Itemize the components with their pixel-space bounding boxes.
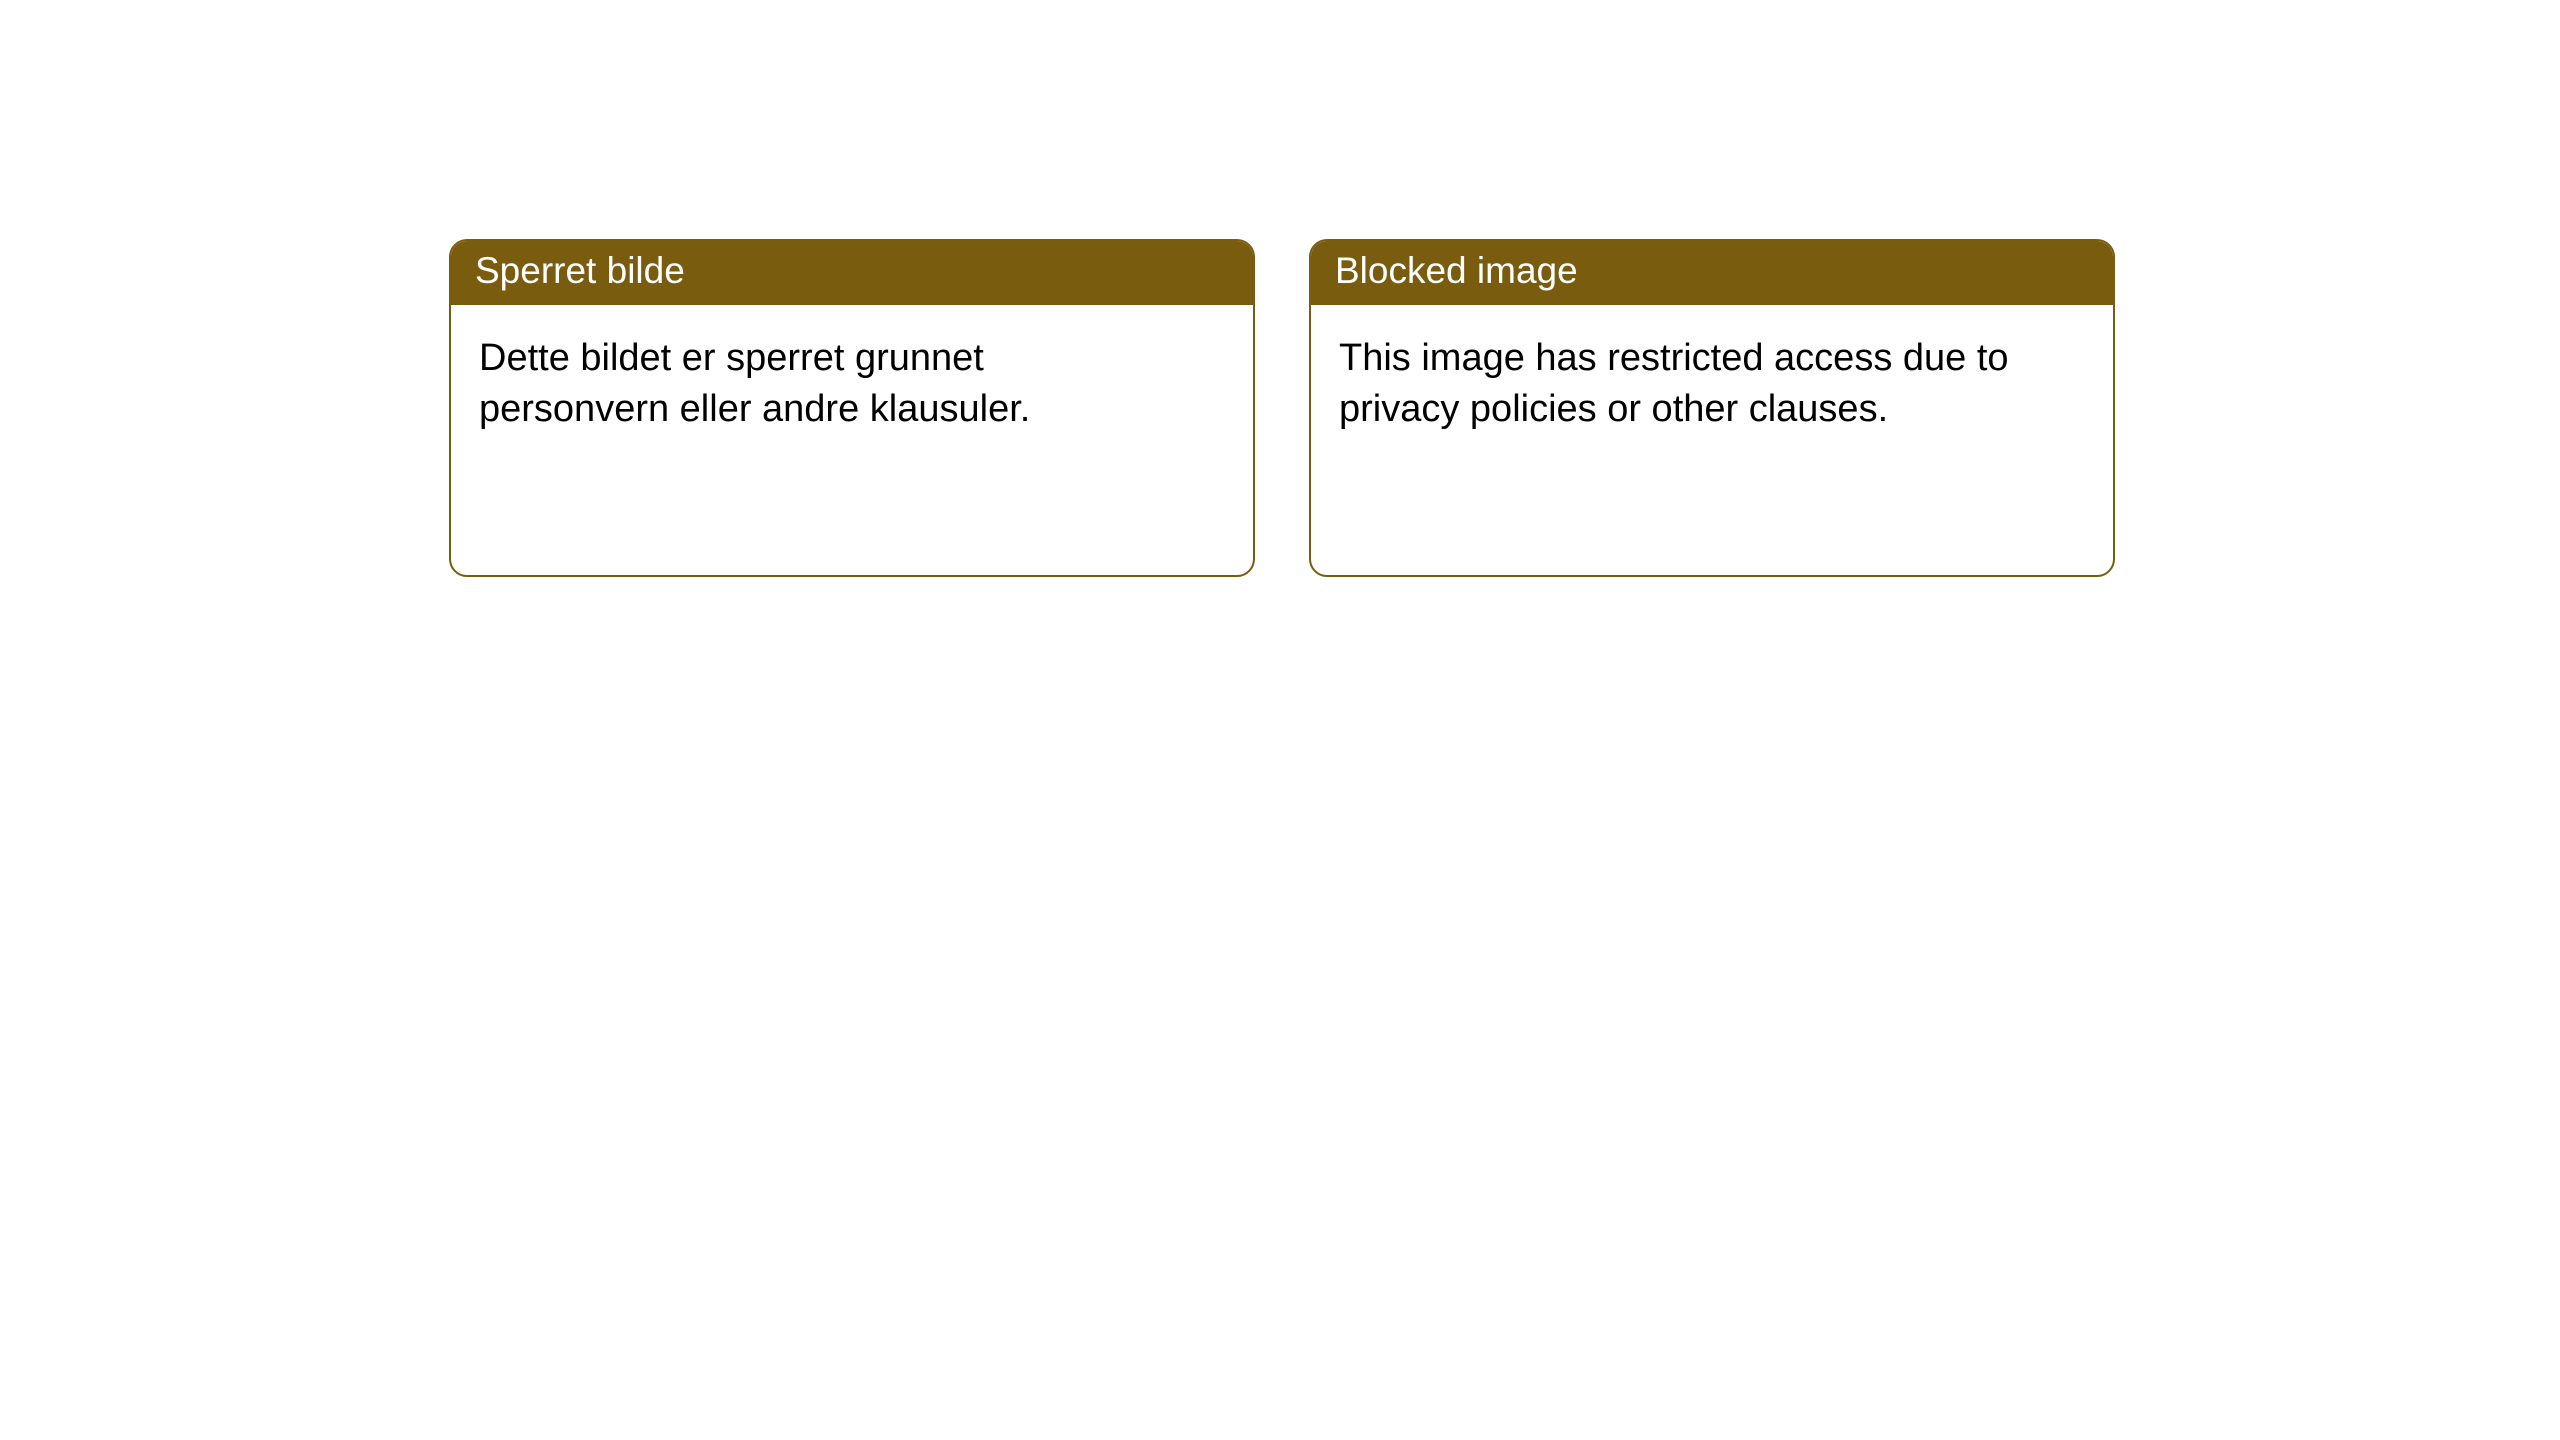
notice-body: Dette bildet er sperret grunnet personve… <box>451 305 1253 575</box>
notice-text: This image has restricted access due to … <box>1339 333 2019 436</box>
notice-header: Blocked image <box>1311 241 2113 305</box>
notice-title: Sperret bilde <box>475 250 685 291</box>
notice-title: Blocked image <box>1335 250 1578 291</box>
notice-card-english: Blocked image This image has restricted … <box>1309 239 2115 577</box>
notice-card-norwegian: Sperret bilde Dette bildet er sperret gr… <box>449 239 1255 577</box>
notice-body: This image has restricted access due to … <box>1311 305 2113 575</box>
notice-container: Sperret bilde Dette bildet er sperret gr… <box>0 0 2560 577</box>
notice-text: Dette bildet er sperret grunnet personve… <box>479 333 1159 436</box>
notice-header: Sperret bilde <box>451 241 1253 305</box>
